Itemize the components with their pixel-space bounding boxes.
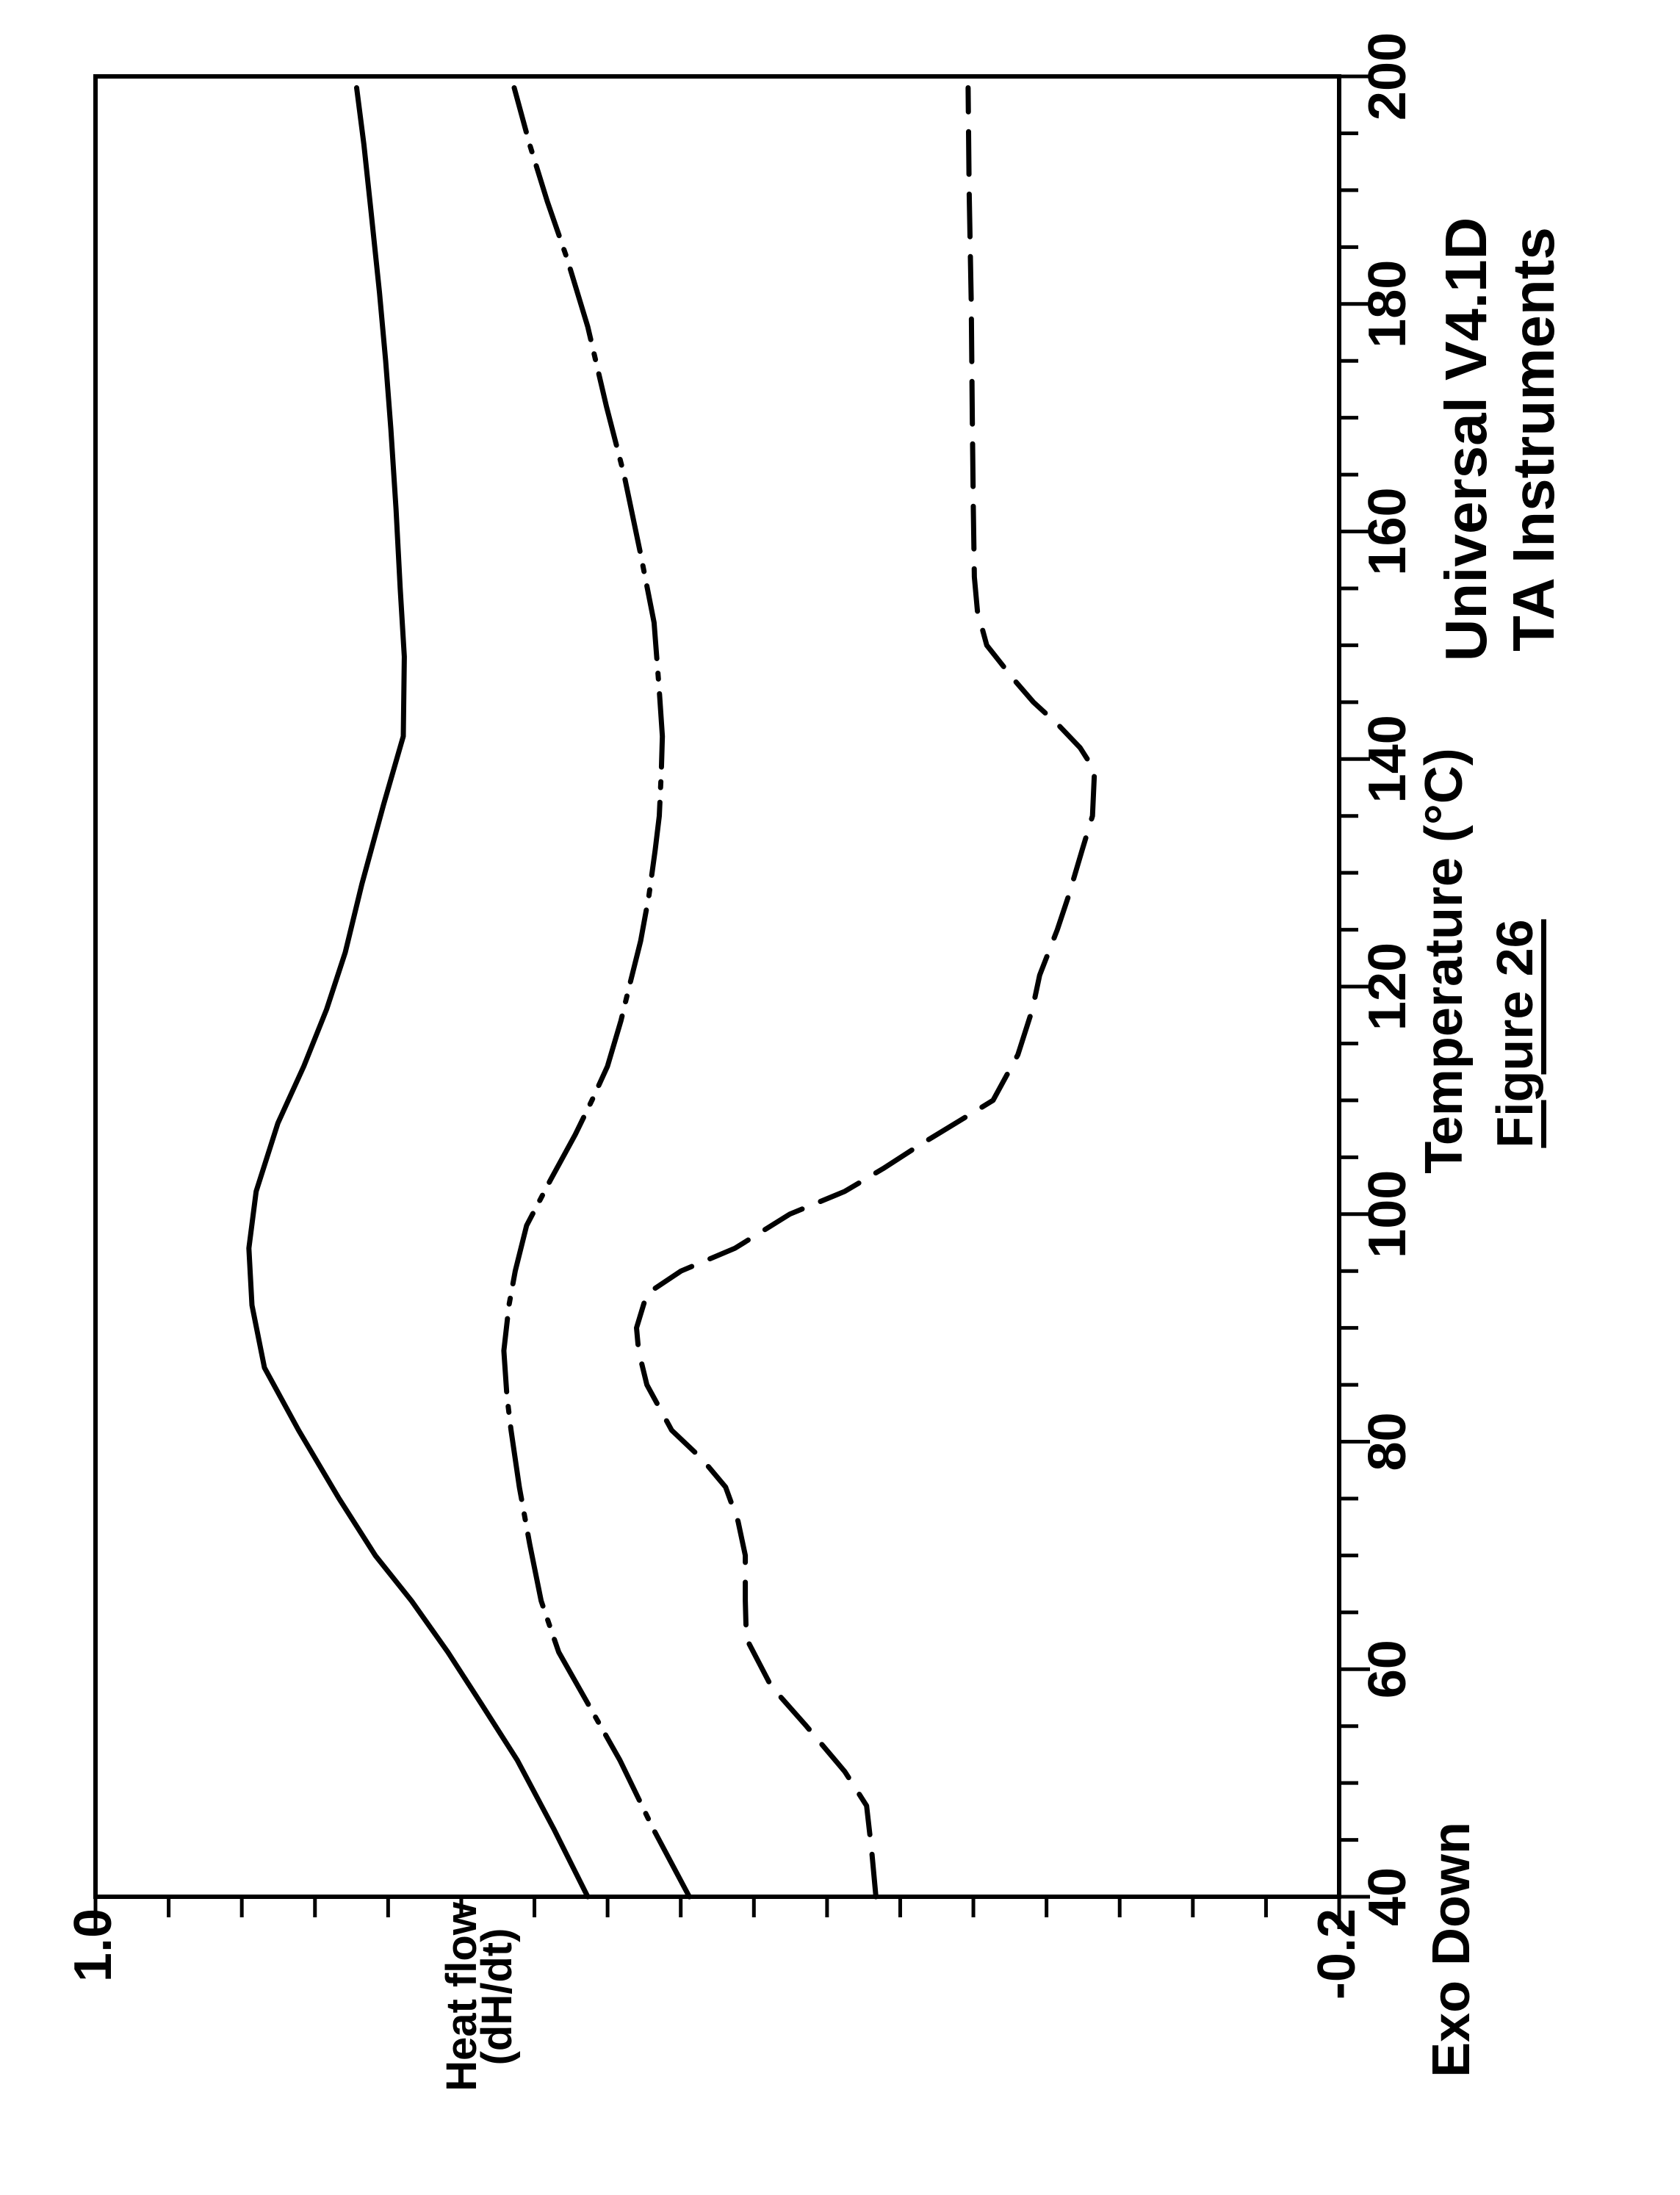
y-axis-label-max: 1.0 xyxy=(64,1909,123,1983)
figure-caption: Figure 26 xyxy=(1486,919,1543,1148)
x-tick-label-80: 80 xyxy=(1358,1412,1417,1471)
dash-dot-curve xyxy=(501,85,692,1900)
watermark-line1: Universal V4.1D xyxy=(1433,217,1499,662)
x-tick-label-200: 200 xyxy=(1358,32,1417,121)
x-tick-label-120: 120 xyxy=(1358,942,1417,1031)
watermark-line2: TA Instruments xyxy=(1501,227,1566,652)
solid-curve xyxy=(246,85,591,1900)
x-tick-label-100: 100 xyxy=(1358,1169,1417,1258)
x-tick-label-160: 160 xyxy=(1358,487,1417,576)
x-tick-label-60: 60 xyxy=(1358,1640,1417,1699)
x-tick-label-140: 140 xyxy=(1358,715,1417,804)
plot-box xyxy=(93,74,1341,1899)
x-tick-label-40: 40 xyxy=(1358,1867,1417,1927)
y-axis-title: Heat flow (dH/dt) xyxy=(438,1875,521,2118)
x-tick-label-180: 180 xyxy=(1358,259,1417,348)
exo-down-label: Exo Down xyxy=(1422,1821,1481,2077)
dashed-curve xyxy=(634,85,1097,1900)
